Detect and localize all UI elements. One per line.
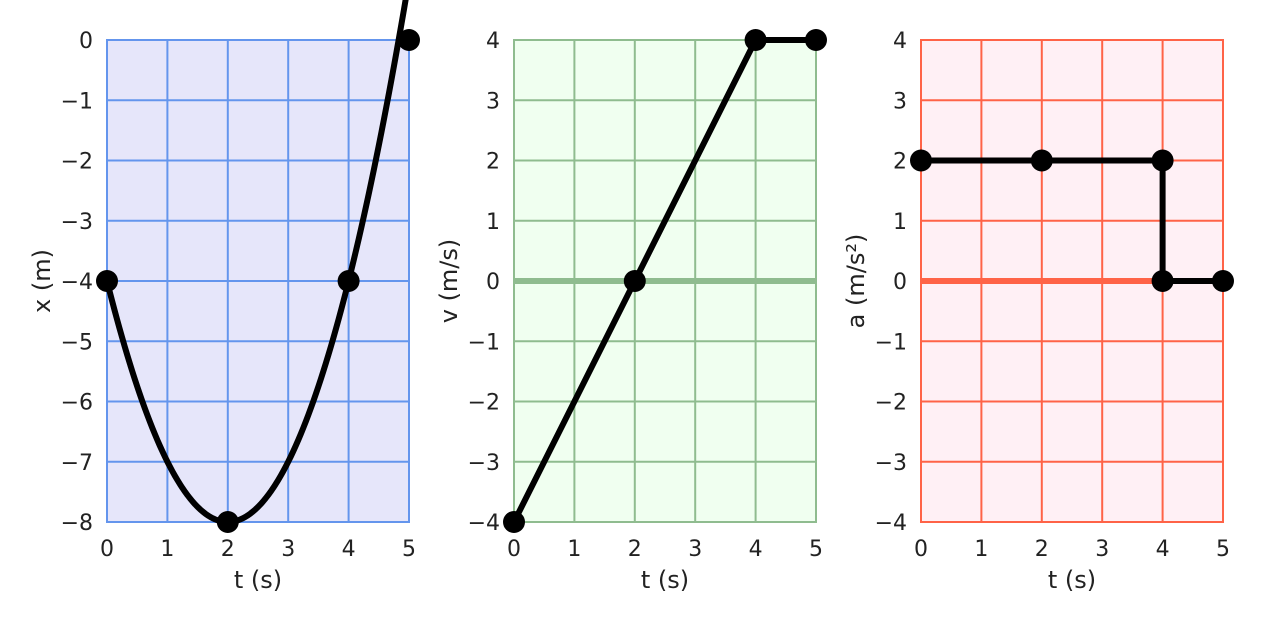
y-axis-label: a (m/s²) <box>842 234 870 329</box>
data-point <box>337 270 360 292</box>
y-tick-label: 3 <box>893 89 907 114</box>
y-tick-label: 0 <box>486 270 500 295</box>
x-tick-label: 5 <box>1216 537 1230 562</box>
y-tick-label: −4 <box>61 270 93 295</box>
chart-panel-2: 0 1 2 3 4 5 4 3 2 1 0 −1 −2 −3 −4 t (s) v (m/s) <box>435 29 827 594</box>
y-tick-label: 4 <box>486 29 500 54</box>
y-tick-label: 1 <box>486 210 500 235</box>
x-tick-label: 5 <box>809 537 823 562</box>
chart-panel-1: 0 1 2 3 4 5 0 −1 −2 −3 −4 −5 −6 −7 −8 t (s) x (m) <box>28 0 420 594</box>
x-tick-label: 4 <box>342 537 356 562</box>
y-tick-label: 0 <box>79 29 93 54</box>
x-tick-label: 0 <box>100 537 114 562</box>
x-tick-label: 3 <box>688 537 702 562</box>
chart-panel-3: 0 1 2 3 4 5 4 3 2 1 0 −1 −2 −3 −4 t (s) a (m/s²) <box>842 29 1234 594</box>
y-tick-label: −3 <box>875 451 907 476</box>
x-tick-label: 0 <box>507 537 521 562</box>
y-tick-label: −4 <box>875 511 907 536</box>
x-tick-label: 3 <box>281 537 295 562</box>
y-tick-label: 2 <box>486 150 500 175</box>
y-tick-label: 3 <box>486 89 500 114</box>
y-tick-label: −1 <box>468 330 500 355</box>
data-point <box>216 511 239 533</box>
y-tick-label: −1 <box>875 330 907 355</box>
x-axis-label: t (s) <box>1048 566 1096 594</box>
x-tick-label: 3 <box>1095 537 1109 562</box>
y-tick-label: 1 <box>893 210 907 235</box>
y-tick-label: −2 <box>875 391 907 416</box>
y-tick-label: −6 <box>61 391 93 416</box>
x-tick-label: 1 <box>160 537 174 562</box>
y-tick-label: −3 <box>468 451 500 476</box>
plot-frame <box>513 39 817 523</box>
data-point <box>1151 149 1174 172</box>
y-tick-label: −5 <box>61 330 93 355</box>
x-tick-label: 4 <box>1156 537 1170 562</box>
x-tick-label: 2 <box>1035 537 1049 562</box>
data-point <box>910 149 932 172</box>
y-tick-label: −8 <box>61 511 93 536</box>
data-point <box>503 511 525 533</box>
data-point <box>1151 270 1174 292</box>
y-tick-label: −4 <box>468 511 500 536</box>
series-line <box>511 37 819 525</box>
y-tick-label: −3 <box>61 210 93 235</box>
x-tick-label: 0 <box>914 537 928 562</box>
x-axis-label: t (s) <box>641 566 689 594</box>
data-point <box>805 29 827 51</box>
x-tick-label: 4 <box>749 537 763 562</box>
y-tick-label: 2 <box>893 150 907 175</box>
y-tick-label: −2 <box>61 150 93 175</box>
y-axis-label: x (m) <box>28 249 56 313</box>
y-tick-label: −1 <box>61 89 93 114</box>
series-line <box>104 0 409 525</box>
data-point <box>1030 149 1053 172</box>
y-tick-label: −7 <box>61 451 93 476</box>
y-tick-label: 0 <box>893 270 907 295</box>
x-tick-label: 1 <box>567 537 581 562</box>
y-tick-label: 4 <box>893 29 907 54</box>
x-tick-label: 1 <box>974 537 988 562</box>
data-point <box>398 29 420 51</box>
data-point <box>744 29 767 51</box>
y-axis-label: v (m/s) <box>435 239 463 324</box>
x-tick-label: 2 <box>221 537 235 562</box>
x-tick-label: 5 <box>402 537 416 562</box>
data-point <box>623 270 646 292</box>
y-tick-label: −2 <box>468 391 500 416</box>
data-point <box>1212 270 1234 292</box>
data-point <box>96 270 118 292</box>
x-tick-label: 2 <box>628 537 642 562</box>
x-axis-label: t (s) <box>234 566 282 594</box>
